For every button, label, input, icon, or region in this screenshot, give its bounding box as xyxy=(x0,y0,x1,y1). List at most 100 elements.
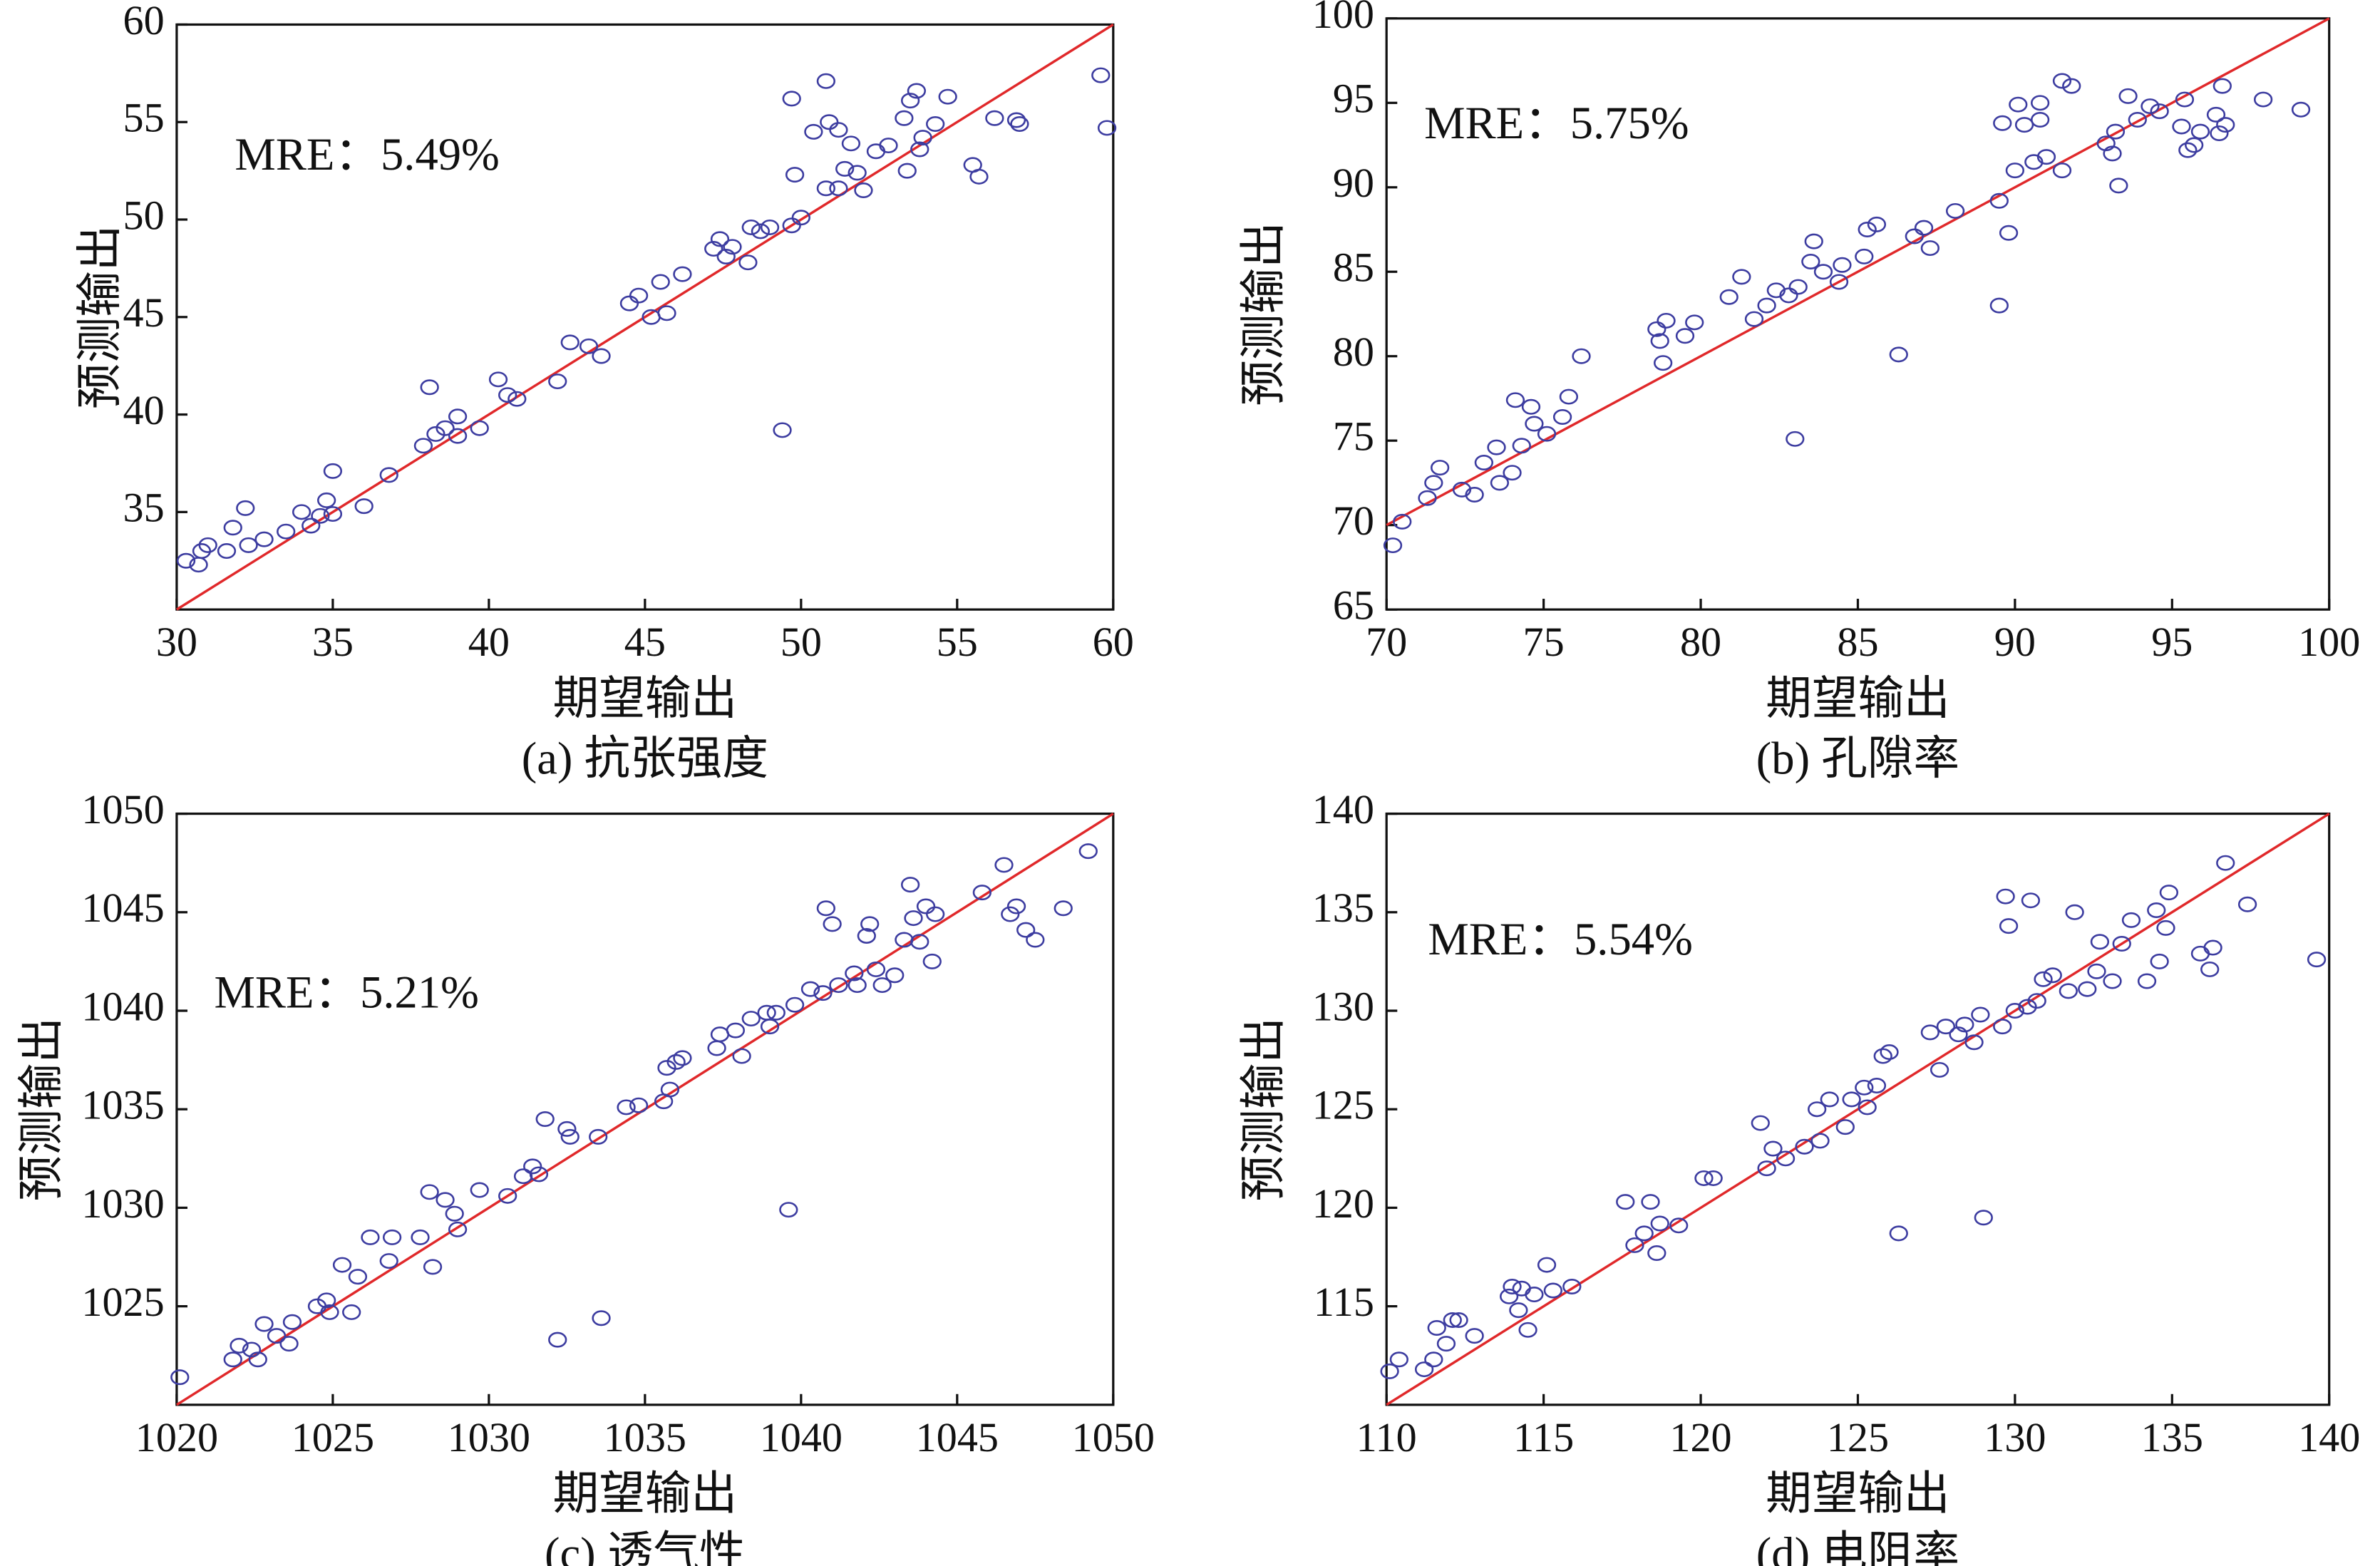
point xyxy=(1525,416,1544,432)
chart: 110 115 120 125 130 135 140 115 120 125 130 135 140 M… xyxy=(1237,786,2360,1566)
point xyxy=(1543,1282,1562,1299)
point xyxy=(1499,1288,1519,1304)
point xyxy=(2216,855,2235,871)
point xyxy=(723,239,742,255)
point xyxy=(716,248,736,264)
point xyxy=(2159,885,2179,901)
y-tick-label: 1050 xyxy=(81,786,164,833)
point xyxy=(239,537,258,553)
point xyxy=(1999,918,2019,934)
point xyxy=(488,371,508,388)
point xyxy=(1647,1245,1666,1261)
point xyxy=(2052,73,2072,89)
point xyxy=(316,1292,336,1309)
point xyxy=(513,1168,533,1185)
y-axis-label: 预测输出 xyxy=(1237,222,1289,406)
point xyxy=(895,110,914,126)
y-axis-label: 预测输出 xyxy=(16,1017,67,1201)
point xyxy=(2090,934,2110,950)
point xyxy=(2137,973,2157,989)
point xyxy=(2253,91,2273,108)
point xyxy=(1026,932,1045,948)
point xyxy=(1744,311,1764,327)
point xyxy=(1889,1225,1908,1242)
point xyxy=(1525,1287,1544,1303)
point xyxy=(1562,1279,1582,1294)
point xyxy=(1786,431,1805,447)
y-tick-label: 80 xyxy=(1333,329,1374,375)
point xyxy=(1537,1257,1557,1273)
point xyxy=(1993,115,2012,131)
x-tick-label: 1040 xyxy=(760,1414,843,1461)
point xyxy=(445,1205,464,1222)
annotation: MRE：5.54% xyxy=(1428,913,1693,964)
point xyxy=(379,1253,398,1269)
point xyxy=(470,1182,489,1198)
point xyxy=(436,420,455,436)
chart-title: (a) 抗张强度 xyxy=(522,732,768,784)
point xyxy=(2128,112,2147,128)
point xyxy=(741,1011,761,1027)
point xyxy=(523,1158,542,1175)
point xyxy=(548,374,567,390)
point xyxy=(1010,115,1029,132)
point xyxy=(277,523,296,540)
point xyxy=(1505,392,1525,408)
point xyxy=(223,520,242,536)
point xyxy=(1518,1322,1537,1338)
y-tick-label: 125 xyxy=(1312,1082,1374,1128)
point xyxy=(726,1022,746,1039)
chart: 70 75 80 85 90 95 10065707580859095100MRE：5.75… xyxy=(1237,0,2360,784)
point xyxy=(1650,1215,1669,1232)
x-tick-label: 60 xyxy=(1093,619,1134,665)
point xyxy=(629,1097,649,1113)
point xyxy=(1650,333,1669,349)
point xyxy=(1989,192,2009,209)
point xyxy=(926,906,945,922)
point xyxy=(872,977,892,994)
x-axis-label: 期望输出 xyxy=(1766,1468,1949,1519)
point xyxy=(230,1337,249,1354)
y-tick-label: 85 xyxy=(1333,244,1374,291)
x-axis-label: 期望输出 xyxy=(553,672,737,723)
point xyxy=(254,1316,274,1332)
point xyxy=(782,217,801,234)
y-tick-label: 90 xyxy=(1333,160,1374,206)
point xyxy=(666,1054,686,1070)
x-tick-label: 50 xyxy=(781,619,822,665)
point xyxy=(816,900,836,917)
point xyxy=(2103,973,2122,989)
point xyxy=(1858,222,1877,237)
point xyxy=(508,391,527,407)
chart-title: (c) 透气性 xyxy=(545,1528,746,1566)
point xyxy=(785,167,805,183)
point xyxy=(804,123,823,140)
identity-line xyxy=(175,24,1114,611)
point xyxy=(1634,1225,1654,1242)
point xyxy=(198,537,217,553)
point xyxy=(189,557,208,573)
point xyxy=(710,1026,730,1043)
point xyxy=(1732,269,1751,285)
point xyxy=(1383,537,1403,554)
x-axis-label: 期望输出 xyxy=(1766,672,1949,723)
x-tick-label: 70 xyxy=(1366,619,1407,665)
point xyxy=(2031,112,2050,128)
point xyxy=(651,274,670,290)
point xyxy=(857,927,876,944)
point xyxy=(2005,163,2025,179)
point xyxy=(779,1202,798,1218)
point xyxy=(907,83,927,99)
point xyxy=(2121,912,2141,928)
chart-title: (b) 孔隙率 xyxy=(1756,732,1959,784)
point xyxy=(2112,936,2131,952)
point xyxy=(223,1351,242,1368)
y-tick-label: 70 xyxy=(1333,498,1374,544)
point xyxy=(426,426,445,442)
point xyxy=(1653,355,1673,371)
point xyxy=(332,1257,352,1273)
point xyxy=(2005,1003,2025,1019)
point xyxy=(320,1304,339,1320)
x-tick-label: 140 xyxy=(2298,1414,2360,1461)
